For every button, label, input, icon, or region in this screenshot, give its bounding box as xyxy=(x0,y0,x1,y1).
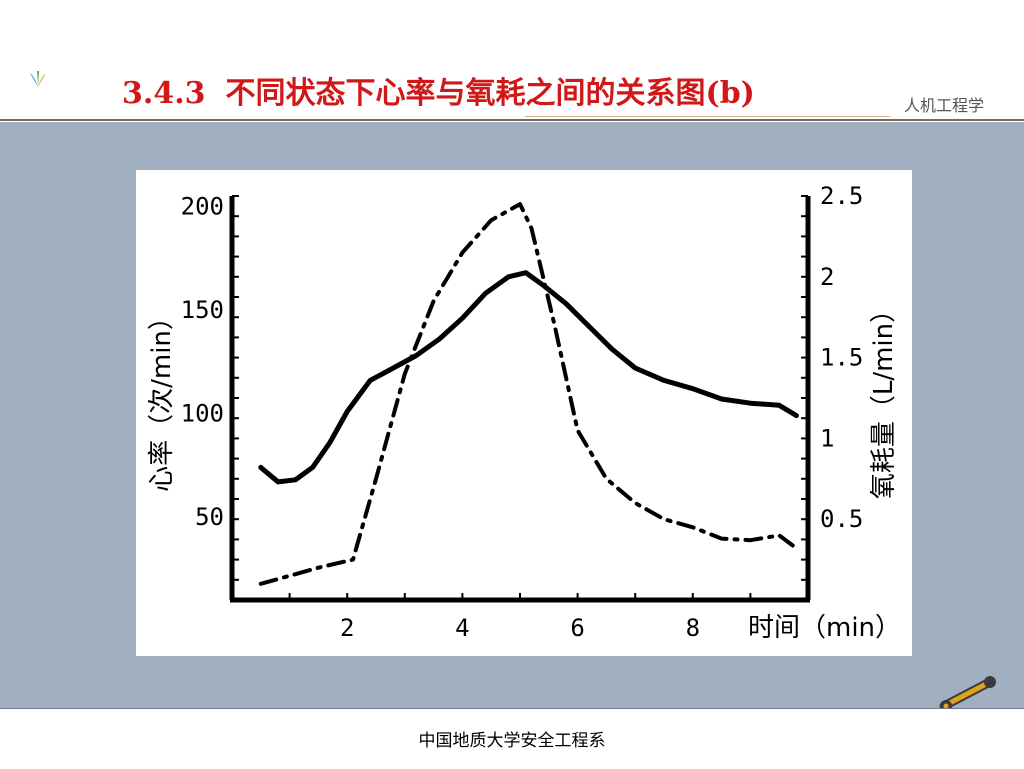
y-right-tick-label: 0.5 xyxy=(820,505,863,533)
y-right-tick-label: 2.5 xyxy=(820,182,863,210)
slide-title: 3.4.3 不同状态下心率与氧耗之间的关系图(b) xyxy=(122,68,755,112)
y-right-axis-title: 氧耗量（L/min） xyxy=(869,297,899,499)
heart-rate-oxygen-chart: 50 100 150 200 0.5 1 1.5 2 2.5 2 4 6 8 时间（min） 心率（次/mi… xyxy=(147,182,901,643)
y-right-tick-label: 1.5 xyxy=(820,344,863,372)
x-axis-title: 时间（min） xyxy=(748,613,901,643)
chart-panel: 50 100 150 200 0.5 1 1.5 2 2.5 2 4 6 8 时间（min） 心率（次/mi… xyxy=(136,170,912,656)
y-right-tick-label: 1 xyxy=(820,424,834,452)
footer-text: 中国地质大学安全工程系 xyxy=(418,731,606,751)
x-tick-label: 8 xyxy=(686,614,700,642)
slide-header: 3.4.3 不同状态下心率与氧耗之间的关系图(b) 人机工程学 xyxy=(0,0,1024,122)
y-left-axis-title: 心率（次/min） xyxy=(147,304,177,492)
header-accent-line xyxy=(525,116,890,117)
x-tick-label: 4 xyxy=(455,614,469,642)
y-left-tick-label: 50 xyxy=(195,503,224,531)
colorful-leaf-logo-icon xyxy=(30,71,46,87)
y-left-tick-label: 200 xyxy=(181,192,224,220)
x-tick-label: 2 xyxy=(340,614,354,642)
slide-footer: 中国地质大学安全工程系 xyxy=(0,708,1024,769)
y-left-tick-label: 150 xyxy=(181,296,224,324)
x-tick-label: 6 xyxy=(570,614,584,642)
section-number: 3.4.3 xyxy=(122,76,206,111)
y-right-tick-label: 2 xyxy=(820,263,834,291)
heart-rate-line xyxy=(258,270,799,485)
oxygen-consumption-line xyxy=(258,202,799,586)
header-divider xyxy=(0,119,1024,121)
y-left-tick-label: 100 xyxy=(181,400,224,428)
course-label: 人机工程学 xyxy=(904,96,985,115)
title-text: 不同状态下心率与氧耗之间的关系图(b) xyxy=(225,76,755,111)
wrench-icon xyxy=(939,676,996,712)
